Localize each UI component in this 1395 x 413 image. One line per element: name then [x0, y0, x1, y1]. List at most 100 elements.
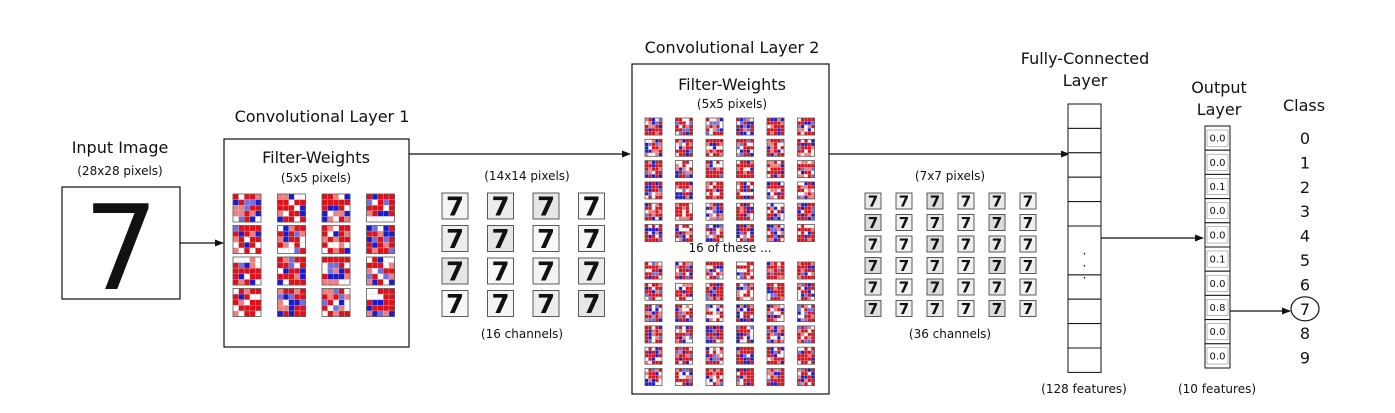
conv2-filter-tile [705, 117, 724, 136]
output-neuron: 0.0 [1204, 149, 1231, 175]
conv2-filter-tile [675, 346, 693, 365]
conv2-filter-tile [736, 202, 754, 221]
svg-text:7: 7 [537, 225, 555, 255]
conv2-filter-tile [644, 181, 663, 200]
conv2-filter-tile [705, 368, 724, 386]
conv2-filter-tile [705, 346, 724, 365]
output-value: 0.0 [1210, 206, 1226, 217]
output-features: (10 features) [1178, 382, 1256, 396]
conv1-feature-map: 7 [441, 257, 469, 287]
svg-text:7: 7 [992, 300, 1002, 318]
conv1-feature-map: 7 [487, 290, 514, 320]
svg-text:7: 7 [537, 192, 555, 222]
output-value: 0.1 [1210, 255, 1226, 266]
svg-text:7: 7 [899, 257, 909, 275]
svg-text:7: 7 [582, 290, 600, 320]
conv2-filter-tile [675, 325, 693, 344]
svg-text:7: 7 [961, 236, 971, 254]
svg-text:7: 7 [992, 214, 1002, 232]
svg-text:7: 7 [992, 279, 1002, 297]
fc-title-line2: Layer [1063, 71, 1108, 90]
conv2-filter-tile [766, 282, 785, 301]
svg-text:7: 7 [961, 300, 971, 318]
conv2-filter-tile [797, 181, 815, 200]
conv2-filter-tile [766, 160, 785, 179]
conv2-output-channels: (36 channels) [909, 327, 991, 341]
conv1-filter-title: Filter-Weights [262, 148, 370, 167]
conv2-filter-tile [766, 346, 785, 365]
conv1-feature-map: 7 [578, 225, 605, 255]
conv2-filter-title: Filter-Weights [678, 75, 786, 94]
conv2-filter-tile [766, 325, 785, 344]
fc-neuron [1067, 298, 1102, 325]
svg-text:7: 7 [930, 300, 940, 318]
svg-text:7: 7 [930, 214, 940, 232]
conv2-feature-map: 7 [1019, 235, 1037, 254]
conv2-filter-tile [644, 117, 663, 136]
svg-text:7: 7 [961, 257, 971, 275]
conv2-filter-tile [736, 261, 754, 280]
output-neuron: 0.0 [1204, 319, 1231, 345]
conv2-output-size: (7x7 pixels) [915, 169, 985, 183]
conv1-feature-map: 7 [487, 257, 514, 287]
conv2-filter-tile [644, 202, 663, 221]
svg-text:7: 7 [446, 225, 464, 255]
svg-text:7: 7 [868, 193, 878, 211]
conv2-feature-map: 7 [864, 300, 882, 318]
svg-text:7: 7 [868, 300, 878, 318]
conv2-filter-tile [705, 282, 724, 301]
conv2-filter-tile [644, 325, 663, 344]
fc-neuron [1067, 176, 1102, 203]
svg-text:7: 7 [868, 214, 878, 232]
conv2-filter-tile [644, 282, 663, 301]
conv2-feature-map: 7 [864, 192, 882, 211]
svg-text:7: 7 [930, 257, 940, 275]
conv2-filter-tile [644, 261, 663, 280]
svg-text:7: 7 [899, 193, 909, 211]
fc-neuron-gap [1067, 225, 1102, 276]
conv2-filter-tile [644, 224, 663, 242]
conv2-feature-map: 7 [957, 214, 975, 232]
conv2-filter-grid-top [644, 117, 815, 242]
conv2-filter-tile [797, 261, 815, 280]
output-neuron: 0.1 [1204, 173, 1231, 200]
conv2-feature-map: 7 [864, 257, 882, 275]
output-neuron: 0.0 [1204, 125, 1231, 151]
svg-text:7: 7 [1023, 279, 1033, 297]
svg-text:7: 7 [930, 236, 940, 254]
conv2-filter-tile [675, 138, 693, 157]
conv2-feature-map: 7 [895, 214, 913, 232]
conv2-filter-tile [705, 261, 724, 280]
conv2-feature-map: 7 [957, 192, 975, 211]
conv2-feature-map: 7 [895, 300, 913, 318]
conv2-filter-tile [797, 346, 815, 365]
conv1-filter-tile [232, 288, 262, 317]
conv2-filter-tile [705, 160, 724, 179]
conv1-filter-size: (5x5 pixels) [281, 171, 351, 185]
svg-text:7: 7 [491, 192, 509, 222]
conv2-filter-tile [766, 117, 785, 136]
fc-neuron [1067, 103, 1102, 129]
conv1-feature-map: 7 [578, 192, 605, 222]
conv1-filter-tile [366, 256, 395, 286]
class-label: 9 [1300, 349, 1310, 368]
output-title-line1: Output [1191, 78, 1247, 97]
conv1-filter-tile [232, 193, 262, 223]
fc-neuron [1067, 201, 1102, 227]
output-value: 0.0 [1210, 327, 1226, 338]
conv2-filter-tile [675, 304, 693, 323]
conv2-filter-tile [675, 261, 693, 280]
conv2-feature-map: 7 [895, 278, 913, 297]
conv1-filter-tile [321, 288, 351, 317]
fc-ellipsis-dot: · [1083, 247, 1087, 261]
conv1-filter-tile [321, 193, 351, 223]
output-neuron: 0.0 [1204, 270, 1231, 296]
conv2-feature-map: 7 [926, 235, 944, 254]
class-label: 2 [1300, 178, 1310, 197]
svg-text:7: 7 [868, 257, 878, 275]
svg-text:7: 7 [961, 193, 971, 211]
class-label: 6 [1300, 275, 1310, 294]
output-neuron: 0.0 [1204, 198, 1231, 224]
conv2-filter-tile [797, 282, 815, 301]
class-label-column: 0 1 2 3 4 5 6 7 8 9 [1290, 129, 1320, 368]
